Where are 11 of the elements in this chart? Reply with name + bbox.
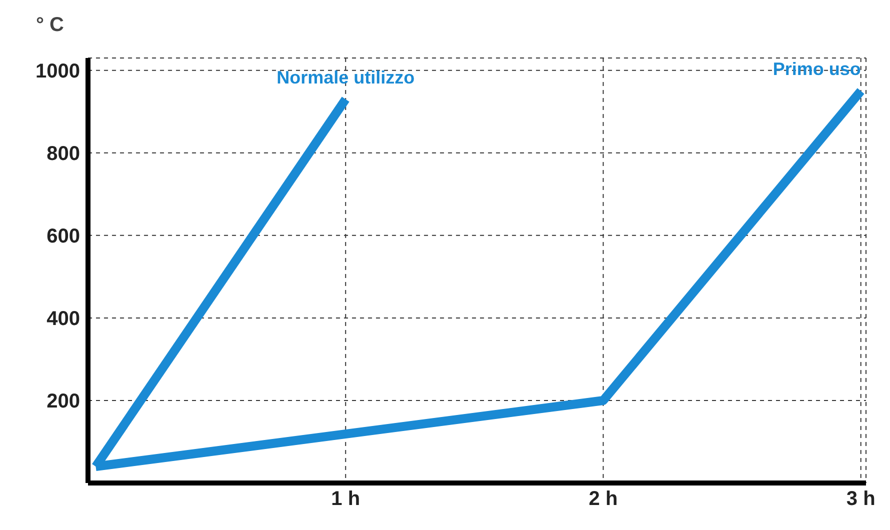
y-tick-label: 600 xyxy=(46,226,80,248)
x-tick-label: 1 h xyxy=(331,488,360,510)
x-tick-label: 2 h xyxy=(588,488,618,510)
series-label: Normale utilizzo xyxy=(276,67,415,88)
y-axis-title: ° C xyxy=(36,14,64,37)
y-tick-label: 400 xyxy=(46,308,80,330)
y-tick-label: 200 xyxy=(46,390,80,413)
x-tick-label: 3 h xyxy=(846,488,876,510)
series-label: Primo uso xyxy=(772,59,861,80)
y-tick-label: 1000 xyxy=(36,60,80,82)
y-tick-label: 800 xyxy=(46,143,80,166)
